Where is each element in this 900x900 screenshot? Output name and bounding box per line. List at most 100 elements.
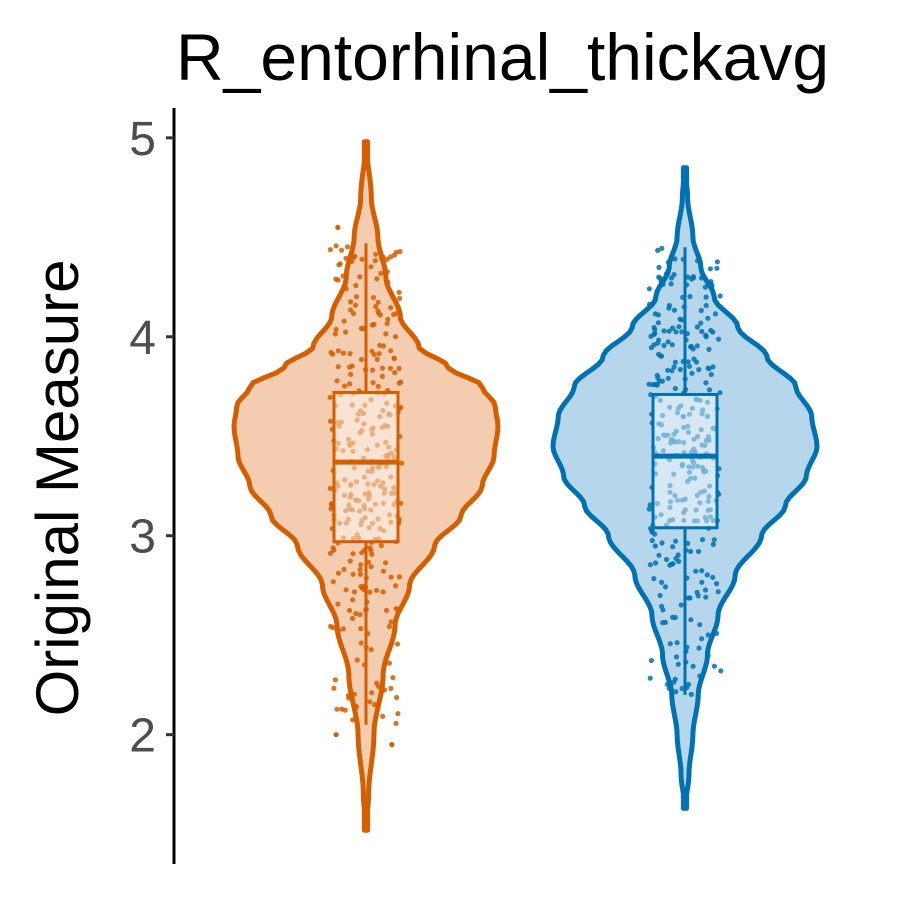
outlier-point: [389, 742, 395, 748]
data-point: [702, 442, 708, 448]
data-point: [711, 663, 718, 669]
data-point: [651, 331, 657, 338]
data-point: [710, 574, 716, 581]
data-point: [686, 464, 692, 470]
data-point: [334, 480, 340, 486]
data-point: [396, 574, 402, 580]
data-point: [646, 506, 652, 512]
data-point: [692, 475, 698, 481]
data-point: [714, 265, 720, 271]
data-point: [335, 440, 341, 446]
data-point: [664, 270, 670, 276]
data-point: [696, 367, 702, 373]
data-point: [388, 490, 395, 496]
violin-group: [231, 139, 501, 833]
data-point: [341, 566, 347, 573]
data-point: [671, 471, 677, 477]
data-point: [653, 560, 659, 566]
data-point: [346, 502, 352, 508]
data-point: [690, 275, 697, 281]
jitter-points: [327, 224, 405, 748]
data-point: [709, 283, 715, 289]
data-point: [358, 626, 364, 632]
data-point: [362, 402, 368, 408]
data-point: [373, 303, 379, 310]
data-point: [392, 334, 399, 340]
data-point: [665, 259, 672, 265]
data-point: [710, 364, 716, 370]
data-point: [682, 496, 688, 502]
data-point: [694, 324, 701, 330]
data-point: [670, 325, 676, 331]
data-point: [334, 706, 340, 712]
data-point: [693, 507, 699, 513]
data-point: [690, 346, 696, 352]
violin-shape: [231, 139, 501, 833]
data-point: [379, 424, 385, 430]
data-point: [667, 641, 673, 647]
data-point: [369, 431, 375, 437]
data-point: [689, 370, 695, 376]
data-point: [691, 356, 697, 362]
data-point: [670, 561, 676, 567]
data-point: [667, 504, 673, 510]
data-point: [715, 589, 721, 595]
data-point: [688, 691, 694, 698]
data-point: [335, 570, 342, 576]
data-point: [388, 519, 394, 525]
data-point: [378, 542, 384, 549]
data-point: [350, 440, 356, 446]
data-point: [354, 532, 360, 538]
data-point: [370, 465, 376, 471]
data-point: [357, 274, 363, 280]
data-point: [367, 589, 373, 595]
data-point: [659, 378, 666, 384]
data-point: [395, 711, 401, 717]
data-point: [380, 713, 386, 720]
data-point: [397, 295, 403, 301]
data-point: [652, 543, 658, 549]
data-point: [706, 346, 712, 352]
data-point: [664, 681, 671, 687]
data-point: [388, 305, 394, 311]
data-point: [668, 499, 674, 505]
data-point: [671, 679, 677, 685]
data-point: [374, 680, 380, 686]
data-point: [691, 436, 697, 442]
data-point: [706, 366, 712, 372]
data-point: [381, 490, 387, 496]
data-point: [661, 432, 667, 438]
data-point: [394, 606, 401, 612]
y-axis-ticks: 2 3 4 5: [129, 113, 174, 763]
data-point: [652, 311, 658, 317]
data-point: [348, 491, 354, 497]
data-point: [349, 258, 355, 265]
data-point: [680, 413, 686, 420]
data-point: [714, 630, 720, 637]
data-point: [357, 408, 364, 414]
data-point: [343, 329, 349, 335]
data-point: [656, 264, 662, 270]
data-point: [354, 417, 360, 423]
data-point: [661, 328, 667, 334]
data-point: [677, 366, 683, 373]
data-point: [673, 428, 679, 434]
data-point: [689, 405, 696, 411]
data-point: [343, 286, 349, 292]
data-point: [659, 245, 665, 251]
data-point: [361, 474, 367, 480]
data-point: [666, 302, 673, 309]
data-point: [368, 264, 374, 270]
data-point: [368, 507, 374, 513]
data-point: [386, 444, 392, 450]
data-point: [336, 627, 342, 634]
data-point: [646, 381, 652, 387]
data-point: [393, 310, 400, 316]
data-point: [686, 363, 693, 369]
data-point: [327, 550, 333, 556]
data-point: [661, 342, 667, 349]
data-point: [384, 269, 390, 275]
data-point: [693, 568, 699, 574]
data-point: [380, 254, 386, 260]
data-point: [330, 579, 336, 585]
